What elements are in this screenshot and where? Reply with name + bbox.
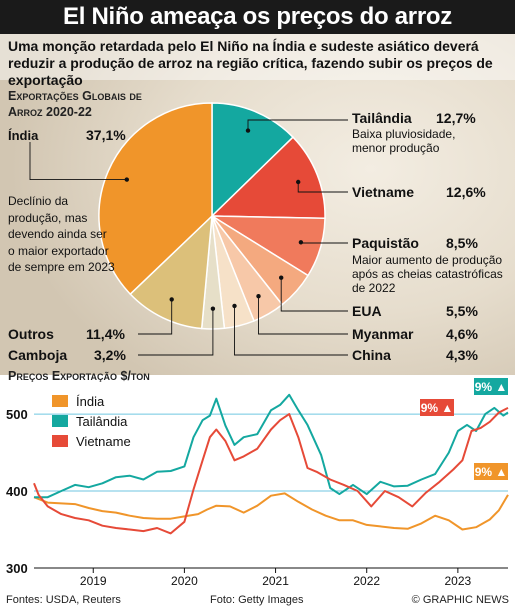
- pie-value-cambodia: 3,2%: [94, 347, 126, 363]
- pie-label-india: Índia: [8, 128, 39, 143]
- pie-note-india: Declínio da produção, mas devendo ainda …: [8, 194, 115, 274]
- pie-leader-others: [138, 299, 173, 335]
- line-chart-heading: Preços Exportação $/ton: [8, 369, 150, 383]
- footer-source: Fontes: USDA, Reuters: [6, 594, 121, 606]
- end-label-box-thailand: [474, 378, 508, 395]
- pie-leader-pakistan: [300, 242, 348, 244]
- pie-leader-thailand: [247, 119, 348, 131]
- pie-leader-cambodia: [138, 308, 214, 356]
- pie-leader-china: [234, 305, 348, 356]
- pie-value-vietnam: 12,6%: [446, 184, 486, 200]
- pie-value-others: 11,4%: [86, 326, 125, 342]
- line-chart-axes: 300 400 500 2019 2020 2021 2022 2023: [6, 407, 508, 588]
- pie-leader-usa: [280, 277, 348, 312]
- legend-label-vietnam: Vietname: [76, 434, 131, 449]
- x-tick-label: 2022: [353, 574, 380, 588]
- pie-chart: [29, 102, 348, 356]
- pie-label-cambodia: Camboja: [8, 347, 68, 363]
- pie-label-myanmar: Myanmar: [352, 326, 414, 342]
- y-tick-label: 500: [6, 407, 28, 422]
- pie-value-myanmar: 4,6%: [446, 326, 478, 342]
- pie-slice-india: [98, 102, 213, 296]
- pie-slice-vietnam: [210, 136, 326, 220]
- footer-copyright: © GRAPHIC NEWS: [411, 594, 509, 606]
- line-chart-series: [33, 393, 509, 535]
- pie-value-india: 37,1%: [86, 127, 126, 143]
- end-label-box-india: [474, 463, 508, 480]
- legend-label-india: Índia: [76, 394, 105, 409]
- legend-label-thailand: Tailândia: [76, 414, 128, 429]
- footer-panel: [0, 588, 515, 612]
- legend-swatch-thailand: [52, 415, 68, 427]
- pie-leader-vietnam: [297, 182, 348, 193]
- pie-label-pakistan: Paquistão: [352, 235, 419, 251]
- page-title: El Niño ameaça os preços do arroz: [63, 3, 452, 30]
- pie-slice-thailand: [211, 102, 295, 218]
- x-tick-label: 2023: [445, 574, 472, 588]
- pie-leader-india: [29, 142, 127, 181]
- y-tick-label: 300: [6, 561, 28, 576]
- pie-leader-lines: [29, 119, 348, 356]
- pie-value-thailand: 12,7%: [436, 110, 476, 126]
- footer-photo-credit: Foto: Getty Images: [210, 594, 304, 606]
- pie-leader-dot-others: [169, 297, 174, 302]
- end-label-thailand: 9% ▲: [475, 380, 508, 394]
- x-tick-label: 2020: [171, 574, 198, 588]
- pie-value-usa: 5,5%: [446, 303, 478, 319]
- pie-value-china: 4,3%: [446, 347, 478, 363]
- y-tick-label: 400: [6, 484, 28, 499]
- series-line-india: [33, 492, 509, 531]
- title-bar: [0, 0, 515, 34]
- series-line-thailand: [34, 393, 509, 499]
- end-label-vietnam: 9% ▲: [421, 401, 454, 415]
- footer: Fontes: USDA, Reuters Foto: Getty Images…: [0, 588, 515, 612]
- pie-label-others: Outros: [8, 326, 54, 342]
- legend-swatch-vietnam: [52, 435, 68, 447]
- page-subtitle: Uma monção retardada pelo El Niño na Índ…: [8, 38, 493, 88]
- end-label-box-vietnam: [420, 399, 454, 416]
- pie-leader-myanmar: [258, 296, 348, 335]
- line-chart-legend: Índia Tailândia Vietname: [52, 394, 131, 449]
- pie-label-china: China: [352, 347, 391, 363]
- pie-value-pakistan: 8,5%: [446, 235, 478, 251]
- legend-swatch-india: [52, 395, 68, 407]
- x-tick-label: 2019: [80, 574, 107, 588]
- line-chart-end-labels: 9% ▲ 9% ▲ 9% ▲: [420, 378, 508, 480]
- pie-slices: [98, 102, 326, 330]
- pie-label-vietnam: Vietname: [352, 184, 414, 200]
- pie-label-usa: EUA: [352, 303, 382, 319]
- pie-slice-others: [129, 214, 213, 330]
- series-line-vietnam: [33, 407, 509, 535]
- pie-note-pakistan: Maior aumento de produção após as cheias…: [352, 253, 503, 295]
- pie-note-thailand: Baixa pluviosidade, menor produção: [352, 127, 456, 155]
- pie-chart-heading: Exportações Globais de Arroz 2020-22: [8, 89, 142, 119]
- x-tick-label: 2021: [262, 574, 289, 588]
- pie-leader-dot-china: [232, 303, 237, 309]
- end-label-india: 9% ▲: [475, 465, 508, 479]
- pie-label-thailand: Tailândia: [352, 110, 412, 126]
